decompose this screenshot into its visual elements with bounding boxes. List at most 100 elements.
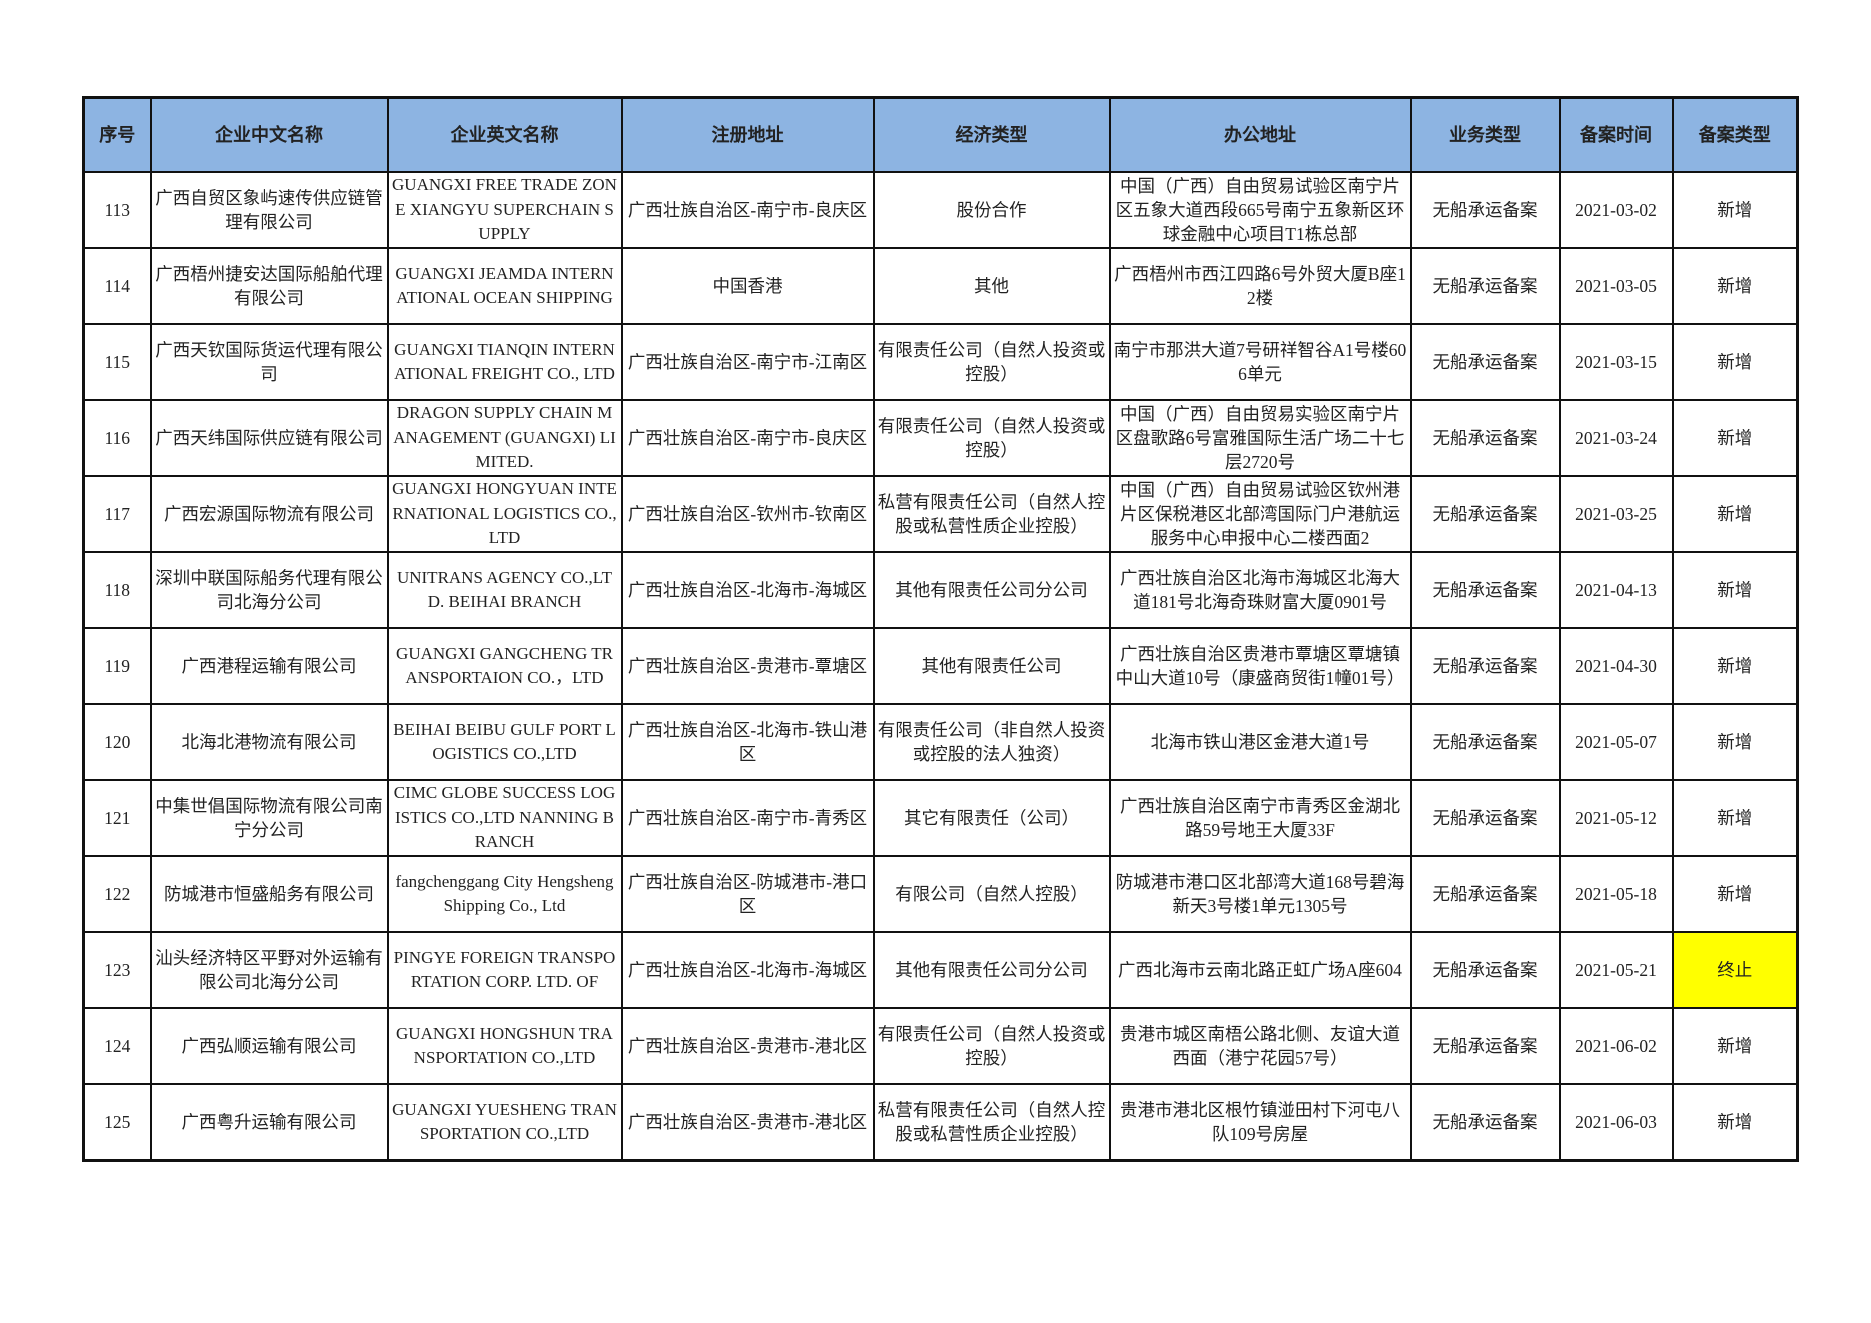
cell-filing-date: 2021-03-24	[1558, 399, 1674, 477]
cell-en-name: CIMC GLOBE SUCCESS LOGISTICS CO.,LTD NAN…	[386, 779, 623, 857]
cell-en-name: GUANGXI YUESHENG TRANSPORTATION CO.,LTD	[386, 1083, 623, 1162]
cell-reg-address: 广西壮族自治区-贵港市-港北区	[620, 1083, 875, 1162]
header-row: 序号 企业中文名称 企业英文名称 注册地址 经济类型 办公地址 业务类型 备案时…	[82, 96, 1799, 173]
cell-biz-type: 无船承运备案	[1409, 931, 1561, 1009]
table-row: 120 北海北港物流有限公司 BEIHAI BEIBU GULF PORT LOGI…	[82, 703, 1799, 781]
cell-cn-name: 广西自贸区象屿速传供应链管理有限公司	[149, 171, 389, 249]
cell-office-address: 贵港市城区南梧公路北侧、友谊大道西面（港宁花园57号）	[1108, 1007, 1412, 1085]
cell-cn-name: 广西梧州捷安达国际船舶代理有限公司	[149, 247, 389, 325]
header-cn-name: 企业中文名称	[149, 96, 389, 173]
cell-filing-date: 2021-05-21	[1558, 931, 1674, 1009]
cell-cn-name: 广西宏源国际物流有限公司	[149, 475, 389, 553]
cell-filing-date: 2021-06-02	[1558, 1007, 1674, 1085]
cell-reg-address: 广西壮族自治区-贵港市-覃塘区	[620, 627, 875, 705]
cell-no: 117	[82, 475, 152, 553]
cell-biz-type: 无船承运备案	[1409, 703, 1561, 781]
cell-cn-name: 广西港程运输有限公司	[149, 627, 389, 705]
cell-filing-type: 新增	[1671, 171, 1799, 249]
header-office-address: 办公地址	[1108, 96, 1412, 173]
table-row: 125 广西粤升运输有限公司 GUANGXI YUESHENG TRANSPORTA…	[82, 1083, 1799, 1162]
cell-en-name: fangchenggang City Hengsheng Shipping Co…	[386, 855, 623, 933]
cell-biz-type: 无船承运备案	[1409, 855, 1561, 933]
cell-office-address: 广西梧州市西江四路6号外贸大厦B座12楼	[1108, 247, 1412, 325]
header-filing-type: 备案类型	[1671, 96, 1799, 173]
cell-reg-address: 广西壮族自治区-南宁市-青秀区	[620, 779, 875, 857]
header-biz-type: 业务类型	[1409, 96, 1561, 173]
cell-filing-date: 2021-06-03	[1558, 1083, 1674, 1162]
cell-econ-type: 其它有限责任（公司）	[872, 779, 1111, 857]
cell-econ-type: 其他有限责任公司分公司	[872, 551, 1111, 629]
table-row: 113 广西自贸区象屿速传供应链管理有限公司 GUANGXI FREE TRADE …	[82, 171, 1799, 249]
cell-reg-address: 中国香港	[620, 247, 875, 325]
cell-econ-type: 有限责任公司（非自然人投资或控股的法人独资）	[872, 703, 1111, 781]
cell-reg-address: 广西壮族自治区-钦州市-钦南区	[620, 475, 875, 553]
cell-en-name: UNITRANS AGENCY CO.,LTD. BEIHAI BRANCH	[386, 551, 623, 629]
table-row: 118 深圳中联国际船务代理有限公司北海分公司 UNITRANS AGENCY CO…	[82, 551, 1799, 629]
cell-office-address: 广西壮族自治区北海市海城区北海大道181号北海奇珠财富大厦0901号	[1108, 551, 1412, 629]
cell-biz-type: 无船承运备案	[1409, 627, 1561, 705]
cell-reg-address: 广西壮族自治区-南宁市-江南区	[620, 323, 875, 401]
cell-no: 118	[82, 551, 152, 629]
cell-filing-date: 2021-03-25	[1558, 475, 1674, 553]
cell-filing-date: 2021-03-02	[1558, 171, 1674, 249]
cell-filing-type: 新增	[1671, 1007, 1799, 1085]
cell-filing-type: 终止	[1671, 931, 1799, 1009]
cell-biz-type: 无船承运备案	[1409, 247, 1561, 325]
cell-office-address: 防城港市港口区北部湾大道168号碧海新天3号楼1单元1305号	[1108, 855, 1412, 933]
table-body: 113 广西自贸区象屿速传供应链管理有限公司 GUANGXI FREE TRADE …	[82, 171, 1799, 1162]
cell-cn-name: 汕头经济特区平野对外运输有限公司北海分公司	[149, 931, 389, 1009]
cell-biz-type: 无船承运备案	[1409, 399, 1561, 477]
cell-no: 113	[82, 171, 152, 249]
table-row: 122 防城港市恒盛船务有限公司 fangchenggang City Hengsh…	[82, 855, 1799, 933]
table-row: 119 广西港程运输有限公司 GUANGXI GANGCHENG TRANSPORT…	[82, 627, 1799, 705]
table-row: 114 广西梧州捷安达国际船舶代理有限公司 GUANGXI JEAMDA INTER…	[82, 247, 1799, 325]
cell-filing-type: 新增	[1671, 703, 1799, 781]
cell-cn-name: 广西天纬国际供应链有限公司	[149, 399, 389, 477]
cell-filing-date: 2021-04-30	[1558, 627, 1674, 705]
cell-econ-type: 有限责任公司（自然人投资或控股）	[872, 399, 1111, 477]
cell-econ-type: 私营有限责任公司（自然人控股或私营性质企业控股）	[872, 475, 1111, 553]
cell-no: 120	[82, 703, 152, 781]
cell-filing-type: 新增	[1671, 1083, 1799, 1162]
cell-econ-type: 股份合作	[872, 171, 1111, 249]
cell-filing-date: 2021-03-15	[1558, 323, 1674, 401]
cell-filing-date: 2021-05-12	[1558, 779, 1674, 857]
header-en-name: 企业英文名称	[386, 96, 623, 173]
header-filing-date: 备案时间	[1558, 96, 1674, 173]
cell-en-name: GUANGXI HONGYUAN INTERNATIONAL LOGISTICS…	[386, 475, 623, 553]
cell-no: 119	[82, 627, 152, 705]
cell-econ-type: 其他	[872, 247, 1111, 325]
header-no: 序号	[82, 96, 152, 173]
cell-filing-type: 新增	[1671, 475, 1799, 553]
cell-filing-type: 新增	[1671, 627, 1799, 705]
cell-filing-type: 新增	[1671, 779, 1799, 857]
cell-cn-name: 中集世倡国际物流有限公司南宁分公司	[149, 779, 389, 857]
cell-econ-type: 其他有限责任公司	[872, 627, 1111, 705]
cell-en-name: GUANGXI GANGCHENG TRANSPORTAION CO.，LTD	[386, 627, 623, 705]
cell-filing-date: 2021-04-13	[1558, 551, 1674, 629]
table-row: 123 汕头经济特区平野对外运输有限公司北海分公司 PINGYE FOREIGN T…	[82, 931, 1799, 1009]
cell-office-address: 贵港市港北区根竹镇湴田村下河屯八队109号房屋	[1108, 1083, 1412, 1162]
cell-econ-type: 有限公司（自然人控股）	[872, 855, 1111, 933]
cell-no: 123	[82, 931, 152, 1009]
cell-reg-address: 广西壮族自治区-南宁市-良庆区	[620, 399, 875, 477]
cell-econ-type: 有限责任公司（自然人投资或控股）	[872, 1007, 1111, 1085]
header-reg-address: 注册地址	[620, 96, 875, 173]
cell-en-name: BEIHAI BEIBU GULF PORT LOGISTICS CO.,LTD	[386, 703, 623, 781]
cell-office-address: 广西壮族自治区贵港市覃塘区覃塘镇中山大道10号（康盛商贸街1幢01号）	[1108, 627, 1412, 705]
cell-en-name: PINGYE FOREIGN TRANSPORTATION CORP. LTD.…	[386, 931, 623, 1009]
header-econ-type: 经济类型	[872, 96, 1111, 173]
cell-biz-type: 无船承运备案	[1409, 779, 1561, 857]
cell-cn-name: 防城港市恒盛船务有限公司	[149, 855, 389, 933]
table-row: 117 广西宏源国际物流有限公司 GUANGXI HONGYUAN INTERNAT…	[82, 475, 1799, 553]
cell-en-name: DRAGON SUPPLY CHAIN MANAGEMENT (GUANGXI)…	[386, 399, 623, 477]
cell-no: 114	[82, 247, 152, 325]
cell-office-address: 南宁市那洪大道7号研祥智谷A1号楼606单元	[1108, 323, 1412, 401]
cell-reg-address: 广西壮族自治区-北海市-海城区	[620, 551, 875, 629]
cell-econ-type: 有限责任公司（自然人投资或控股）	[872, 323, 1111, 401]
cell-biz-type: 无船承运备案	[1409, 171, 1561, 249]
cell-reg-address: 广西壮族自治区-北海市-铁山港区	[620, 703, 875, 781]
cell-en-name: GUANGXI HONGSHUN TRANSPORTATION CO.,LTD	[386, 1007, 623, 1085]
cell-filing-type: 新增	[1671, 551, 1799, 629]
cell-reg-address: 广西壮族自治区-南宁市-良庆区	[620, 171, 875, 249]
